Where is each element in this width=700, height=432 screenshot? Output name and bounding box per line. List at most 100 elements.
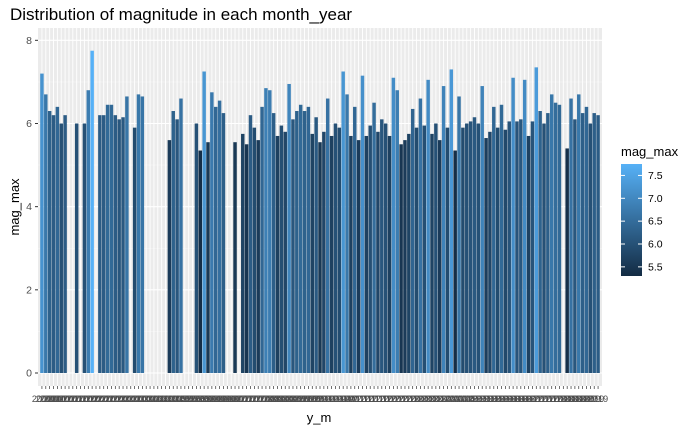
x-tick-label: 2001 <box>63 394 83 404</box>
y-tick-label: 2 <box>26 284 32 296</box>
bar <box>426 79 430 373</box>
bar <box>210 92 214 374</box>
legend-tick-label: 5.5 <box>648 261 663 273</box>
bar <box>484 138 488 373</box>
bar <box>302 111 307 373</box>
bar <box>584 106 589 373</box>
x-tick-label: 2007 <box>248 394 268 404</box>
bar <box>59 123 63 373</box>
bar <box>314 117 318 373</box>
x-tick-label: 2005 <box>179 394 199 404</box>
x-tick-label: 2018 <box>573 394 593 404</box>
bar <box>376 131 380 373</box>
x-tick-label: 2001 <box>59 394 79 404</box>
bar <box>40 73 44 374</box>
bar <box>167 140 172 373</box>
x-tick-label: 2010 <box>329 394 349 404</box>
x-tick-label: 2004 <box>156 394 176 404</box>
bar <box>337 127 342 374</box>
y-tick-label: 6 <box>26 118 32 130</box>
x-tick-label: 2005 <box>183 394 203 404</box>
x-tick-label: 2012 <box>376 394 396 404</box>
bar <box>306 106 311 373</box>
bar <box>476 123 481 373</box>
bar <box>449 69 454 374</box>
bar <box>248 115 253 374</box>
x-tick-label: 2000 <box>36 394 56 404</box>
bar <box>271 113 276 373</box>
x-tick-label: 2015 <box>464 394 484 404</box>
bar <box>47 111 52 373</box>
x-tick-label: 2009 <box>287 394 307 404</box>
x-tick-label: 2010 <box>333 394 353 404</box>
x-tick-label: 2003 <box>109 394 129 404</box>
bar <box>573 119 577 373</box>
x-tick-label: 2006 <box>217 394 237 404</box>
x-tick-label: 2001 <box>71 394 91 404</box>
y-tick-label: 0 <box>26 368 32 380</box>
bar <box>368 125 372 373</box>
y-axis: 0 2 4 6 8 <box>26 35 38 380</box>
x-tick-label: 2006 <box>198 394 218 404</box>
x-tick-label: 2003 <box>105 394 125 404</box>
bar <box>372 102 376 373</box>
bar <box>465 123 469 373</box>
x-tick-label: 2005 <box>167 394 187 404</box>
x-tick-label: 2017 <box>542 394 562 404</box>
x-tick-label: 2018 <box>557 394 577 404</box>
x-tick-label: 2005 <box>171 394 191 404</box>
bar <box>221 113 226 373</box>
x-tick-label: 2011 <box>357 394 376 404</box>
bar <box>121 117 125 373</box>
color-legend: mag_max 5.5 6.0 6.5 7.0 7.5 <box>621 144 679 276</box>
legend-title: mag_max <box>621 144 679 159</box>
bar <box>437 140 442 373</box>
x-tick-label: 2001 <box>55 394 75 404</box>
bar <box>472 117 477 373</box>
x-tick-label: 2016 <box>511 394 531 404</box>
x-tick-label: 2004 <box>144 394 164 404</box>
y-tick-label: 8 <box>26 35 32 47</box>
x-tick-label: 2017 <box>522 394 542 404</box>
x-tick-label: 2014 <box>430 394 450 404</box>
x-tick-label: 2018 <box>549 394 569 404</box>
x-tick-label: 2011 <box>349 394 368 404</box>
x-tick-label: 2000 <box>40 394 60 404</box>
chart-title: Distribution of magnitude in each month_… <box>10 5 352 24</box>
bar <box>592 113 596 373</box>
x-tick-label: 2008 <box>260 394 280 404</box>
x-tick-label: 2018 <box>561 394 581 404</box>
x-tick-label: 2016 <box>503 394 523 404</box>
bar <box>457 96 461 374</box>
x-tick-label: 2015 <box>472 394 492 404</box>
x-tick-label: 2007 <box>244 394 264 404</box>
bar <box>109 104 114 374</box>
x-tick-label: 2017 <box>530 394 550 404</box>
x-tick-label: 2006 <box>213 394 233 404</box>
x-tick-label: 2003 <box>113 394 133 404</box>
x-tick-label: 2012 <box>380 394 400 404</box>
x-tick-label: 2011 <box>368 394 387 404</box>
x-tick-label: 2014 <box>441 394 461 404</box>
bar <box>407 133 411 373</box>
bar <box>387 135 392 373</box>
bar <box>580 113 585 373</box>
bar <box>577 94 581 373</box>
x-tick-label: 2008 <box>256 394 276 404</box>
bar <box>353 106 357 373</box>
x-tick-label: 2005 <box>175 394 195 404</box>
x-tick-label: 2013 <box>414 394 434 404</box>
bar <box>55 106 60 373</box>
x-tick-label: 2007 <box>225 394 245 404</box>
x-tick-label: 2012 <box>387 394 407 404</box>
bar <box>588 123 593 373</box>
bar <box>445 127 450 374</box>
x-axis-title: y_m <box>307 410 332 425</box>
x-tick-label: 2014 <box>445 394 465 404</box>
x-tick-label: 2012 <box>372 394 392 404</box>
bar <box>82 123 87 373</box>
x-tick-label: 2017 <box>538 394 558 404</box>
x-tick-label: 2001 <box>51 394 71 404</box>
x-tick-label: 2015 <box>468 394 488 404</box>
